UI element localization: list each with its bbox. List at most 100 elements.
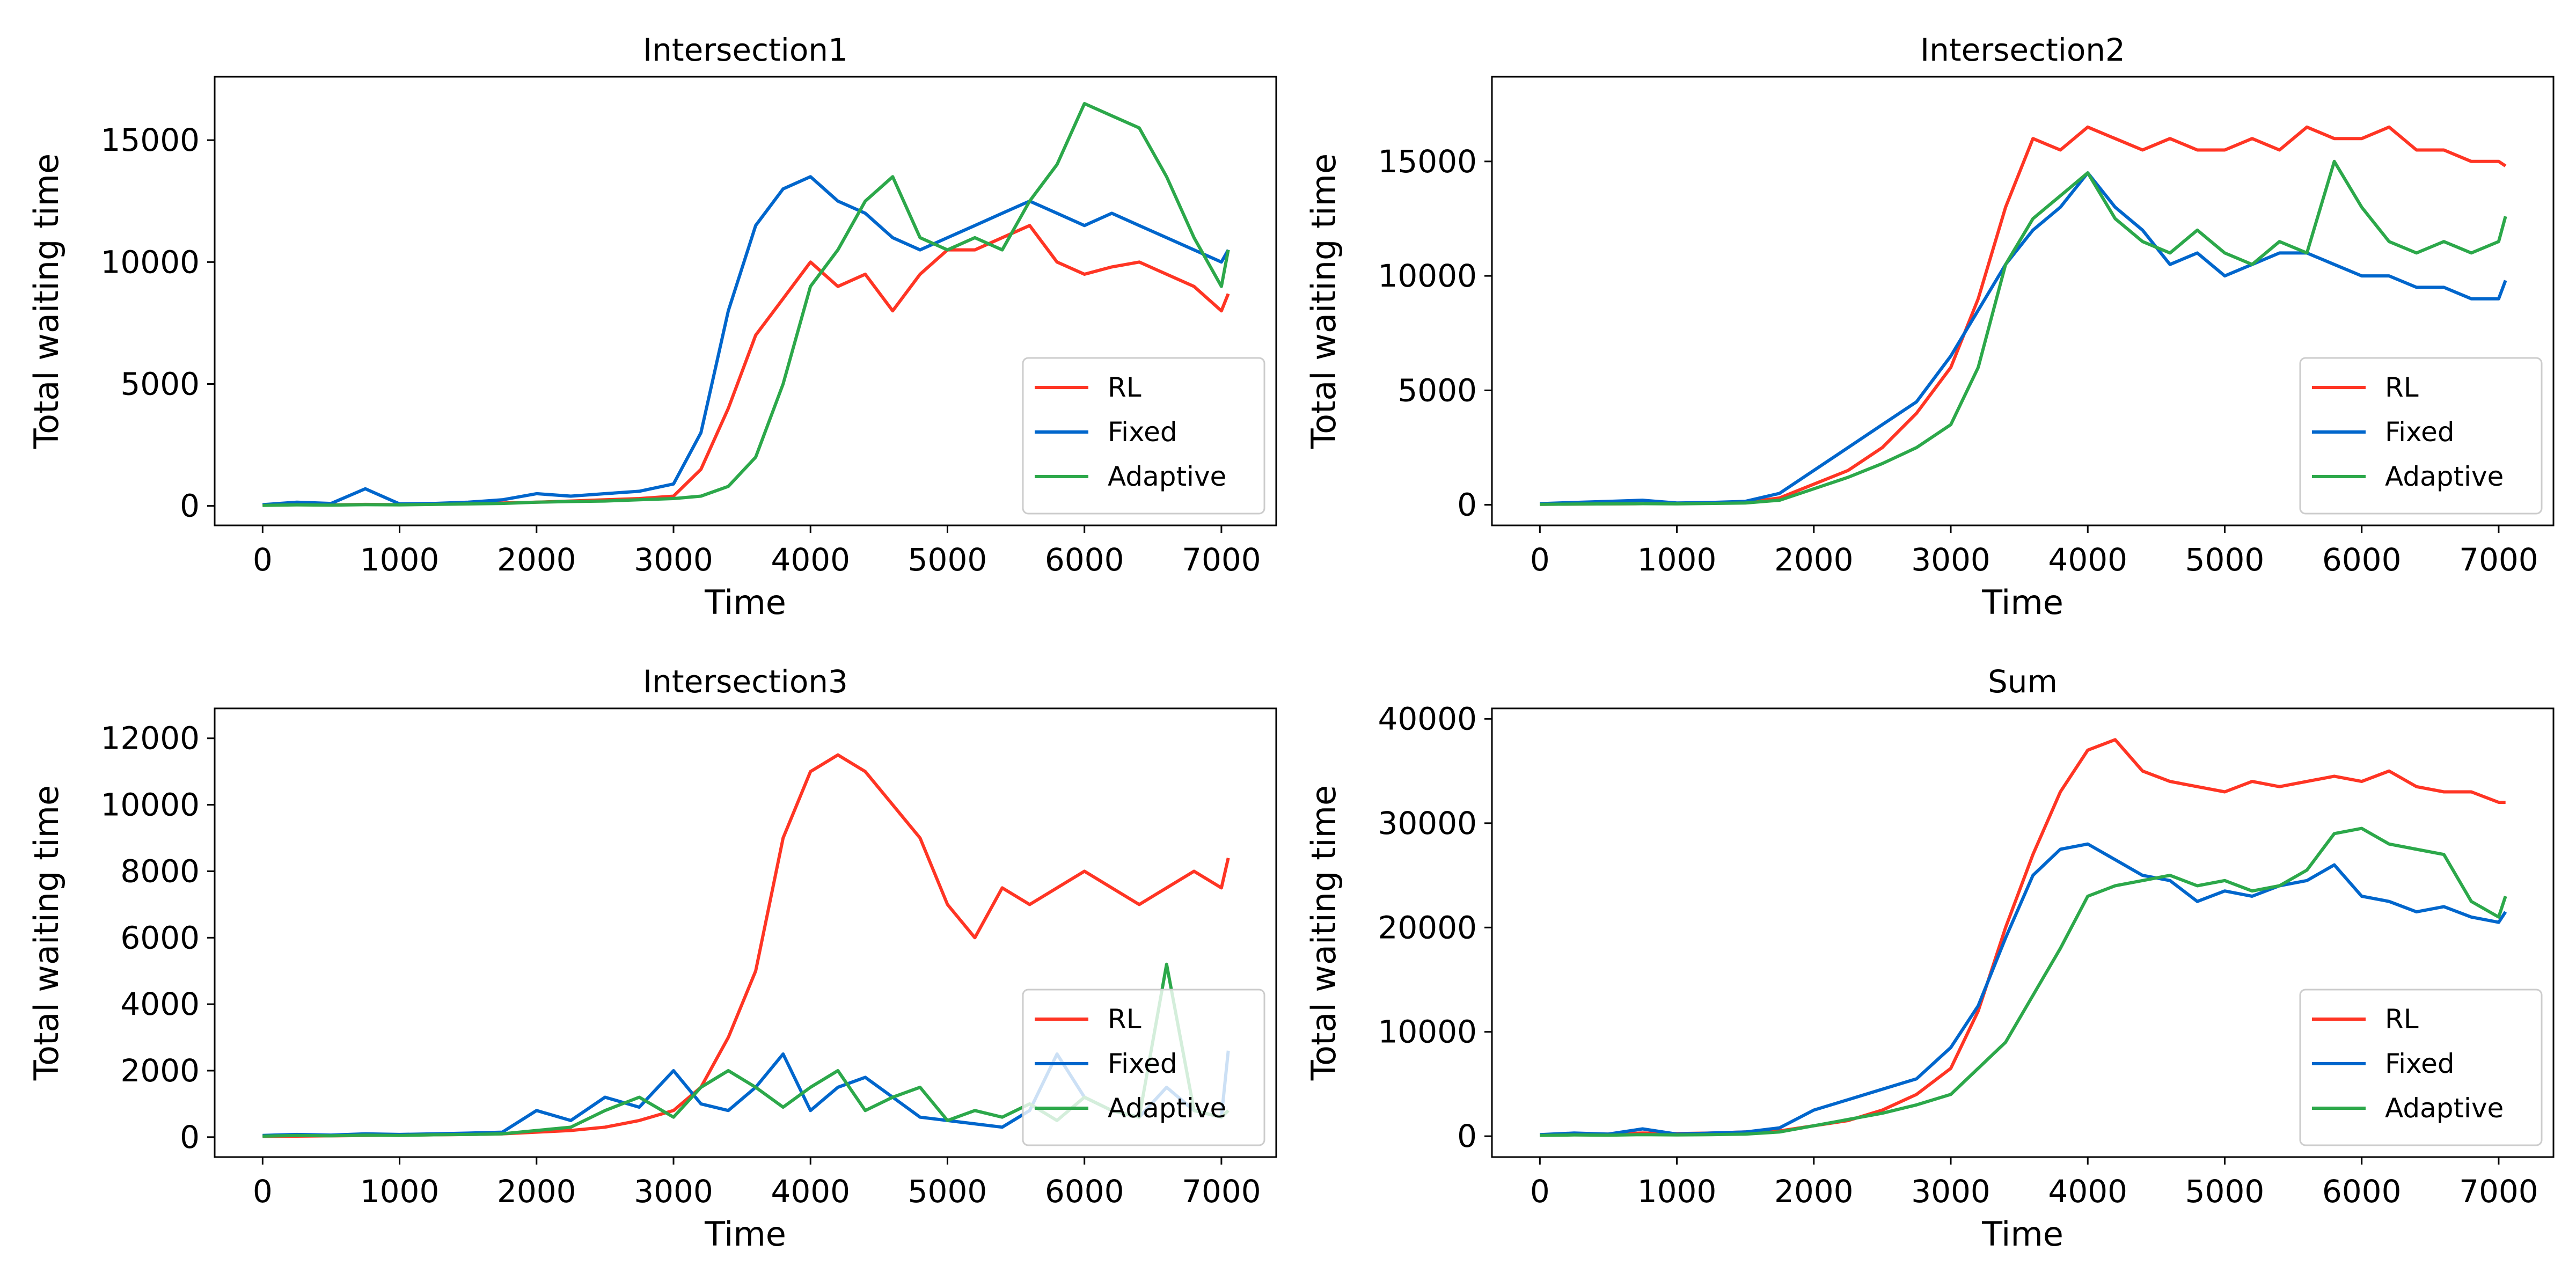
legend: RL Fixed Adaptive (2299, 989, 2543, 1146)
legend-label-adaptive: Adaptive (2385, 461, 2504, 492)
y-tick-label: 2000 (120, 1052, 200, 1089)
x-tick-label: 1000 (360, 1173, 440, 1210)
y-tick-label: 10000 (1378, 258, 1477, 294)
y-tick-label: 4000 (120, 986, 200, 1022)
x-tick-label: 6000 (1045, 1173, 1124, 1210)
x-tick-label: 5000 (2185, 1173, 2265, 1210)
series-lines (1540, 738, 2507, 1137)
y-tick-label: 5000 (1397, 372, 1477, 408)
x-tick-label: 1000 (1637, 541, 1717, 578)
legend-label-adaptive: Adaptive (1108, 461, 1226, 492)
y-tick-label: 12000 (100, 720, 200, 757)
x-axis-label: Time (704, 1214, 786, 1254)
y-tick-label: 0 (1457, 487, 1477, 523)
plot-frame (1491, 707, 2555, 1158)
x-axis-label: Time (1981, 583, 2063, 622)
x-axis-label: Time (704, 583, 786, 622)
x-tick-label: 2000 (1774, 1173, 1854, 1210)
y-tick-label: 0 (1457, 1118, 1477, 1154)
x-axis-label: Time (1981, 1214, 2063, 1254)
legend-label-fixed: Fixed (1108, 1048, 1177, 1079)
y-tick-label: 10000 (100, 244, 200, 280)
subplot-3: Intersection3 0 1000 2000 3000 4000 5000 6000 70… (27, 663, 1277, 1254)
series-line-adaptive (262, 102, 1230, 507)
plot-frame (214, 707, 1277, 1158)
legend-box (1022, 989, 1265, 1146)
y-tick-label: 15000 (100, 122, 200, 158)
subplot-2: Intersection2 0 1000 2000 3000 4000 5000 6000 70… (1304, 32, 2555, 622)
legend-label-fixed: Fixed (1108, 416, 1177, 448)
y-tick-label: 0 (180, 1119, 200, 1155)
legend-label-rl: RL (2385, 372, 2419, 403)
series-lines (1540, 125, 2507, 506)
y-axis-label: Total waiting time (1304, 153, 1343, 449)
x-tick-label: 2000 (497, 1173, 576, 1210)
subplot-4: Sum 0 1000 2000 3000 4000 5000 6000 7000 0 10000 20… (1304, 663, 2555, 1254)
legend-label-adaptive: Adaptive (2385, 1093, 2504, 1124)
y-tick-label: 15000 (1378, 143, 1477, 180)
x-tick-label: 3000 (634, 1173, 713, 1210)
chart-title: Intersection3 (643, 663, 848, 700)
x-tick-label: 4000 (771, 1173, 850, 1210)
subplots-grid: Intersection1 0 1000 2000 3000 4000 5000 6000 70… (27, 32, 2555, 1254)
x-tick-label: 5000 (908, 541, 987, 578)
chart-title: Sum (1988, 663, 2058, 700)
x-tick-label: 7000 (2459, 1173, 2538, 1210)
legend: RL Fixed Adaptive (1022, 989, 1265, 1146)
y-axis-label: Total waiting time (1304, 785, 1343, 1081)
x-tick-label: 3000 (634, 541, 713, 578)
x-tick-label: 2000 (497, 541, 576, 578)
series-lines (262, 102, 1230, 507)
legend-box (1022, 357, 1265, 515)
legend-label-fixed: Fixed (2385, 416, 2455, 448)
x-tick-label: 0 (253, 1173, 273, 1210)
legend-label-rl: RL (1108, 372, 1141, 403)
x-tick-label: 0 (1530, 1173, 1550, 1210)
x-tick-label: 3000 (1911, 1173, 1990, 1210)
y-tick-label: 40000 (1378, 700, 1477, 737)
x-tick-label: 2000 (1774, 541, 1854, 578)
x-tick-label: 6000 (1045, 541, 1124, 578)
plot-frame (1491, 76, 2555, 526)
series-line-adaptive (1540, 826, 2507, 1137)
y-tick-label: 0 (180, 488, 200, 524)
x-tick-label: 6000 (2322, 1173, 2402, 1210)
x-tick-label: 7000 (2459, 541, 2538, 578)
y-tick-label: 30000 (1378, 805, 1477, 841)
chart-title: Intersection1 (643, 32, 848, 68)
x-tick-label: 1000 (360, 541, 440, 578)
x-tick-label: 1000 (1637, 1173, 1717, 1210)
legend-box (2299, 989, 2543, 1146)
subplot-1: Intersection1 0 1000 2000 3000 4000 5000 6000 70… (27, 32, 1277, 622)
y-tick-label: 10000 (1378, 1014, 1477, 1050)
x-tick-label: 3000 (1911, 541, 1990, 578)
legend-label-rl: RL (2385, 1004, 2419, 1035)
x-tick-label: 7000 (1182, 1173, 1261, 1210)
y-tick-label: 20000 (1378, 909, 1477, 946)
y-tick-label: 5000 (120, 365, 200, 402)
x-tick-label: 4000 (771, 541, 850, 578)
y-tick-label: 8000 (120, 853, 200, 889)
legend-box (2299, 357, 2543, 515)
x-tick-label: 6000 (2322, 541, 2402, 578)
series-line-fixed (1540, 842, 2507, 1137)
plot-frame (214, 76, 1277, 526)
legend-label-adaptive: Adaptive (1108, 1093, 1226, 1124)
legend: RL Fixed Adaptive (1022, 357, 1265, 515)
legend: RL Fixed Adaptive (2299, 357, 2543, 515)
series-line-adaptive (1540, 159, 2507, 506)
x-tick-label: 0 (1530, 541, 1550, 578)
x-tick-label: 5000 (2185, 541, 2265, 578)
y-axis-label: Total waiting time (27, 785, 66, 1081)
y-axis-label: Total waiting time (27, 153, 66, 449)
y-tick-label: 6000 (120, 919, 200, 956)
legend-label-rl: RL (1108, 1004, 1141, 1035)
x-tick-label: 5000 (908, 1173, 987, 1210)
chart-title: Intersection2 (1920, 32, 2125, 68)
x-tick-label: 4000 (2048, 541, 2127, 578)
legend-label-fixed: Fixed (2385, 1048, 2455, 1079)
x-tick-label: 4000 (2048, 1173, 2127, 1210)
x-tick-label: 0 (253, 541, 273, 578)
y-tick-label: 10000 (100, 787, 200, 823)
